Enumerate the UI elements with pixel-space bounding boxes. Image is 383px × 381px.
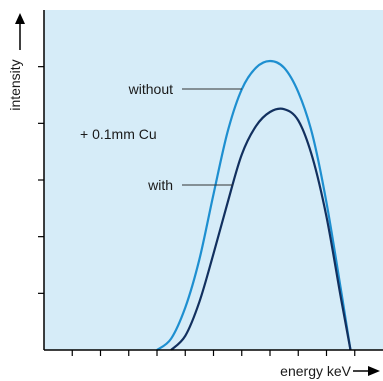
x-axis-arrow-head [368,366,380,376]
axes [15,10,383,376]
series-callouts: without with [128,81,242,193]
series-line-without [156,59,352,351]
series-label-without: without [128,81,173,97]
y-axis-arrow-head [15,13,25,24]
plot-area [44,10,383,351]
y-axis-label: intensity [7,59,23,110]
series-label-with: with [147,177,173,193]
plot-background [44,10,383,350]
annotation-label: + 0.1mm Cu [80,126,157,142]
series-line-with [170,107,352,351]
x-axis-label: energy keV [280,363,351,379]
